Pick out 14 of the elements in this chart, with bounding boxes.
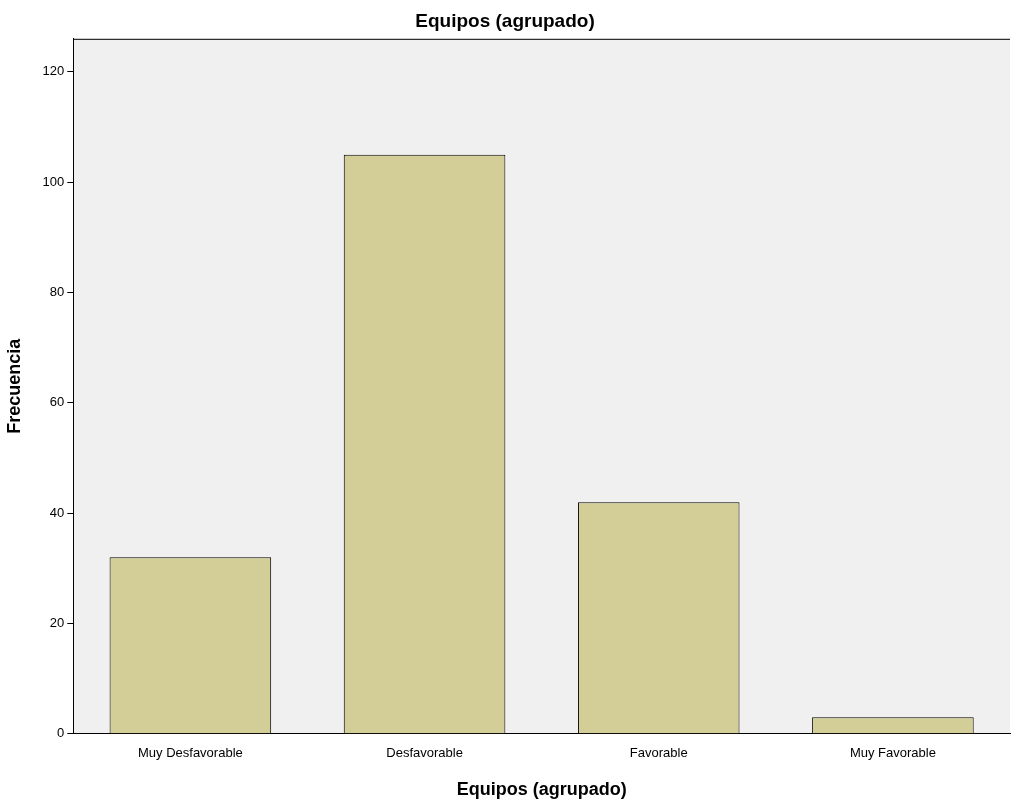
y-axis-title: Frecuencia (3, 337, 24, 434)
x-tick-label: Favorable (629, 745, 688, 761)
y-tick-label: 0 (57, 725, 65, 741)
y-tick-label: 20 (49, 615, 65, 631)
x-tick-label: Muy Desfavorable (137, 745, 243, 761)
y-tick-label: 120 (42, 63, 65, 79)
y-tick-label: 40 (49, 504, 65, 520)
y-tick-label: 80 (49, 284, 65, 300)
x-axis-title: Equipos (agrupado) (456, 779, 627, 800)
chart-title: Equipos (agrupado) (415, 9, 595, 31)
x-tick-label: Muy Favorable (849, 745, 936, 761)
x-tick-label: Desfavorable (386, 745, 463, 761)
y-tick-label: 60 (49, 394, 65, 410)
y-tick-label: 100 (42, 173, 65, 189)
